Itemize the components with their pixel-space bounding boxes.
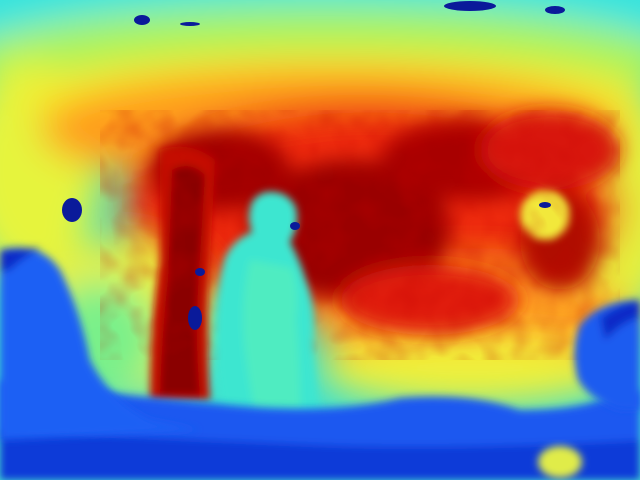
depth-hole: [545, 6, 565, 14]
depth-hole: [188, 306, 202, 330]
depth-texture: [100, 110, 620, 360]
bottom-right-spot: [538, 446, 582, 478]
right-foreground-object: [574, 300, 640, 410]
person-highlight: [243, 260, 300, 410]
left-foreground-dark: [0, 248, 40, 272]
depth-hole: [134, 15, 150, 25]
depth-holes: [62, 1, 565, 330]
depth-hole: [290, 222, 300, 230]
depth-hole: [180, 22, 200, 26]
depth-hole: [444, 1, 496, 11]
floor-deep-blue: [0, 430, 640, 480]
left-foreground-object: [0, 247, 200, 440]
depth-hole: [195, 268, 205, 276]
depth-hole: [539, 202, 551, 208]
depth-hole: [62, 198, 82, 222]
right-foreground-dark: [600, 300, 640, 340]
